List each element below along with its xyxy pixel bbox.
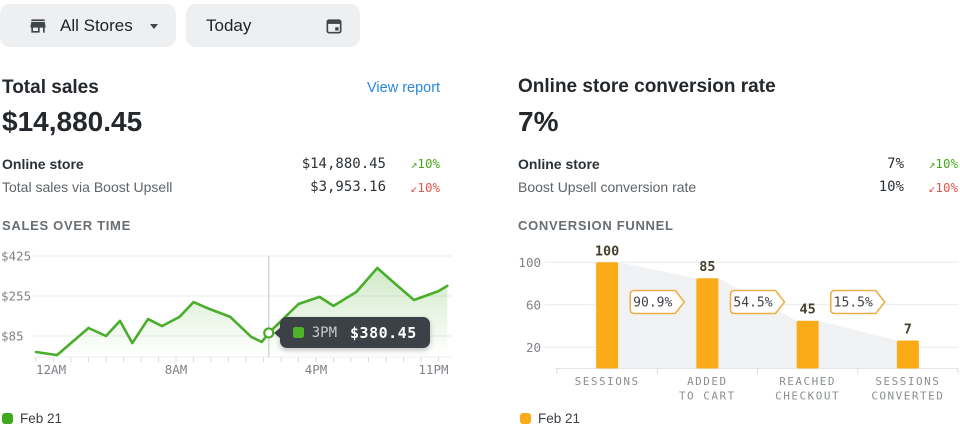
trend-down-icon: ↙	[928, 180, 936, 195]
tooltip-series-swatch	[292, 327, 304, 339]
y-axis-label: $425	[1, 249, 31, 264]
metric-label: Online store	[518, 155, 600, 172]
x-axis-label: 11PM	[418, 362, 448, 377]
y-axis-label: 20	[526, 340, 541, 355]
conversion-rate-badge	[629, 289, 686, 315]
metric-row-online-store-cvr: Online store 7% ↗10%	[518, 152, 958, 176]
x-axis-label: 4PM	[305, 362, 328, 377]
conversion-rate-value: 7%	[518, 106, 559, 137]
funnel-chart-legend: Feb 21	[520, 411, 580, 426]
conversion-metric-rows: Online store 7% ↗10% Boost Upsell conver…	[518, 152, 958, 199]
conversion-funnel-chart-svg: 100 60 20 100 85 45 7 90.9% 54.5% 15.5% SESSIONS AD…	[518, 243, 959, 403]
conversion-funnel-chart: 100 60 20 100 85 45 7 90.9% 54.5% 15.5% SESSIONS AD…	[515, 243, 960, 405]
bar-value-label: 85	[699, 259, 715, 275]
total-sales-metric-rows: Online store $14,880.45 ↗10% Total sales…	[2, 152, 440, 199]
tooltip-arrow	[273, 326, 281, 339]
bar-value-label: 100	[595, 245, 619, 259]
metric-value: $14,880.45	[301, 155, 386, 172]
legend-swatch-orange	[520, 413, 531, 424]
funnel-bar[interactable]	[896, 340, 919, 369]
metric-delta: ↗10%	[410, 156, 440, 172]
tooltip-value: $380.45	[350, 323, 417, 342]
x-axis-label: 12AM	[36, 362, 66, 377]
trend-up-icon: ↗	[410, 157, 418, 172]
metric-row-boost-upsell-cvr: Boost Upsell conversion rate 10% ↙10%	[518, 176, 958, 200]
sales-chart-legend: Feb 21	[2, 411, 62, 426]
metric-delta: ↙10%	[928, 179, 958, 195]
metric-row-online-store: Online store $14,880.45 ↗10%	[2, 152, 440, 176]
metric-row-boost-upsell-sales: Total sales via Boost Upsell $3,953.16 ↙…	[2, 176, 440, 200]
chevron-down-icon	[150, 23, 158, 29]
metric-delta: ↗10%	[928, 156, 958, 172]
tooltip-time: 3PM	[311, 324, 338, 341]
y-axis-label: $255	[1, 289, 31, 304]
trend-up-icon: ↗	[928, 157, 936, 172]
conversion-rate-title: Online store conversion rate	[518, 76, 776, 97]
x-axis-label: 8AM	[165, 362, 188, 377]
metric-label: Boost Upsell conversion rate	[518, 179, 697, 196]
category-label: ADDED	[687, 375, 728, 388]
store-filter-button[interactable]: All Stores	[0, 4, 176, 47]
metric-label: Online store	[2, 155, 84, 172]
legend-label: Feb 21	[538, 411, 581, 426]
metric-label: Total sales via Boost Upsell	[2, 179, 173, 196]
conversion-rate-badge-label: 54.5%	[733, 296, 772, 311]
y-axis-label: $85	[1, 329, 24, 344]
funnel-bar[interactable]	[796, 320, 819, 369]
trend-down-icon: ↙	[410, 180, 418, 195]
sales-over-time-heading: SALES OVER TIME	[2, 218, 131, 233]
funnel-bar[interactable]	[596, 262, 619, 369]
metric-value: 7%	[887, 155, 904, 172]
store-filter-label: All Stores	[60, 15, 133, 35]
total-sales-title: Total sales	[2, 77, 99, 98]
funnel-bar[interactable]	[696, 278, 719, 369]
conversion-rate-badge-label: 15.5%	[834, 296, 873, 311]
total-sales-value: $14,880.45	[2, 106, 143, 137]
legend-label: Feb 21	[20, 411, 63, 426]
conversion-rate-badge-label: 90.9%	[633, 296, 672, 311]
category-label: CHECKOUT	[775, 390, 840, 403]
date-filter-label: Today	[206, 15, 252, 35]
bar-value-label: 7	[904, 322, 912, 338]
y-axis-label: 60	[526, 297, 541, 312]
conversion-rate-badge	[729, 289, 786, 315]
sales-line[interactable]	[34, 266, 449, 357]
hover-marker[interactable]	[263, 327, 275, 339]
metric-value: $3,953.16	[310, 179, 386, 196]
y-axis-label: 100	[518, 255, 541, 270]
sales-line-chart: $425 $255 $85 12AM 8AM 4PM 11PM 3PM $380.45	[0, 245, 455, 405]
calendar-icon	[326, 18, 342, 33]
metric-delta: ↙10%	[410, 179, 440, 195]
funnel-background-area	[618, 262, 919, 368]
view-report-link[interactable]: View report	[367, 80, 441, 96]
category-label: TO CART	[679, 390, 736, 403]
store-icon	[30, 18, 46, 33]
metric-value: 10%	[878, 179, 904, 196]
chart-tooltip: 3PM $380.45	[273, 317, 430, 349]
conversion-funnel-heading: CONVERSION FUNNEL	[518, 218, 674, 233]
conversion-rate-badge	[829, 289, 886, 315]
category-label: SESSIONS	[575, 375, 640, 388]
category-label: CONVERTED	[871, 390, 944, 403]
category-label: REACHED	[779, 375, 836, 388]
date-filter-button[interactable]: Today	[186, 4, 360, 47]
category-label: SESSIONS	[875, 375, 940, 388]
legend-swatch-green	[2, 413, 13, 424]
bar-value-label: 45	[799, 302, 815, 318]
